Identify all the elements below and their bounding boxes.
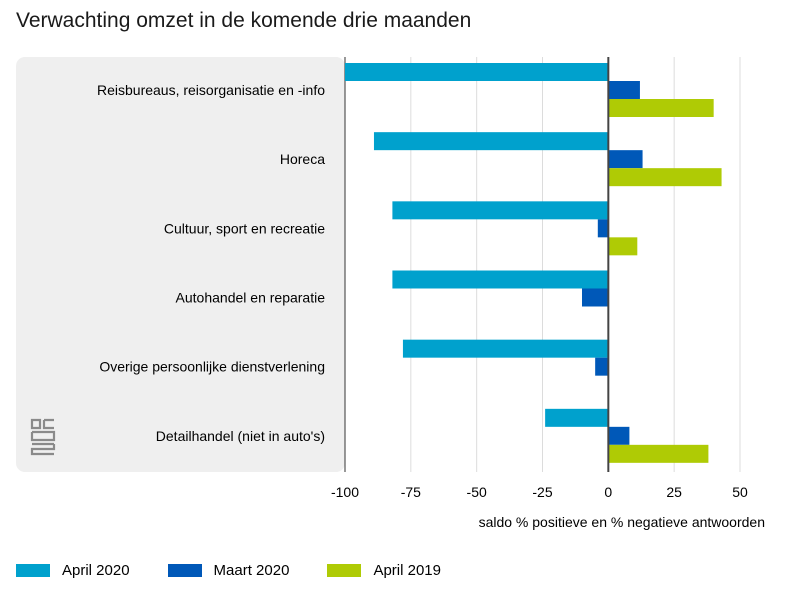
x-tick-label: -50 [467, 484, 487, 500]
bar [608, 99, 714, 117]
category-labels: Reisbureaus, reisorganisatie en -info Hor… [97, 82, 325, 444]
x-tick-labels: -100 -75 -50 -25 0 25 50 [331, 484, 748, 500]
category-label: Reisbureaus, reisorganisatie en -info [97, 82, 325, 98]
grid-lines [344, 57, 741, 472]
legend-label: Maart 2020 [213, 562, 290, 579]
chart-title: Verwachting omzet in de komende drie maa… [16, 9, 472, 32]
x-tick-label: -25 [532, 484, 552, 500]
bar [608, 81, 640, 99]
category-label: Autohandel en reparatie [176, 290, 326, 306]
bar [597, 219, 609, 238]
bar [595, 357, 609, 376]
legend: April 2020 Maart 2020 April 2019 [16, 562, 479, 579]
bar [608, 444, 709, 463]
bar [392, 201, 609, 220]
bar [582, 288, 609, 307]
legend-item-april-2020: April 2020 [16, 562, 130, 579]
bar [402, 339, 609, 358]
legend-label: April 2019 [373, 562, 441, 579]
cbs-logo-icon [30, 418, 56, 456]
bar [392, 270, 609, 289]
bar [608, 426, 630, 445]
bar [608, 168, 722, 187]
category-label: Detailhandel (niet in auto's) [156, 428, 325, 444]
bar [608, 237, 638, 256]
x-tick-label: 25 [666, 484, 682, 500]
x-tick-label: -75 [401, 484, 421, 500]
legend-item-maart-2020: Maart 2020 [167, 562, 290, 579]
x-tick-label: 50 [732, 484, 748, 500]
category-panel [16, 57, 345, 472]
legend-swatch [327, 564, 362, 577]
bar [345, 63, 609, 81]
x-axis-title: saldo % positieve en % negatieve antwoor… [479, 514, 765, 530]
legend-item-april-2019: April 2019 [327, 562, 441, 579]
legend-swatch [167, 564, 202, 577]
legend-label: April 2020 [62, 562, 130, 579]
bar [608, 150, 643, 169]
x-tick-label: -100 [331, 484, 359, 500]
bars [345, 63, 722, 463]
bar [373, 132, 609, 151]
legend-swatch [16, 564, 50, 577]
category-label: Horeca [280, 151, 325, 167]
category-label: Overige persoonlijke dienstverlening [99, 359, 325, 375]
x-tick-label: 0 [604, 484, 612, 500]
bar [545, 408, 609, 427]
category-label: Cultuur, sport en recreatie [164, 220, 325, 236]
